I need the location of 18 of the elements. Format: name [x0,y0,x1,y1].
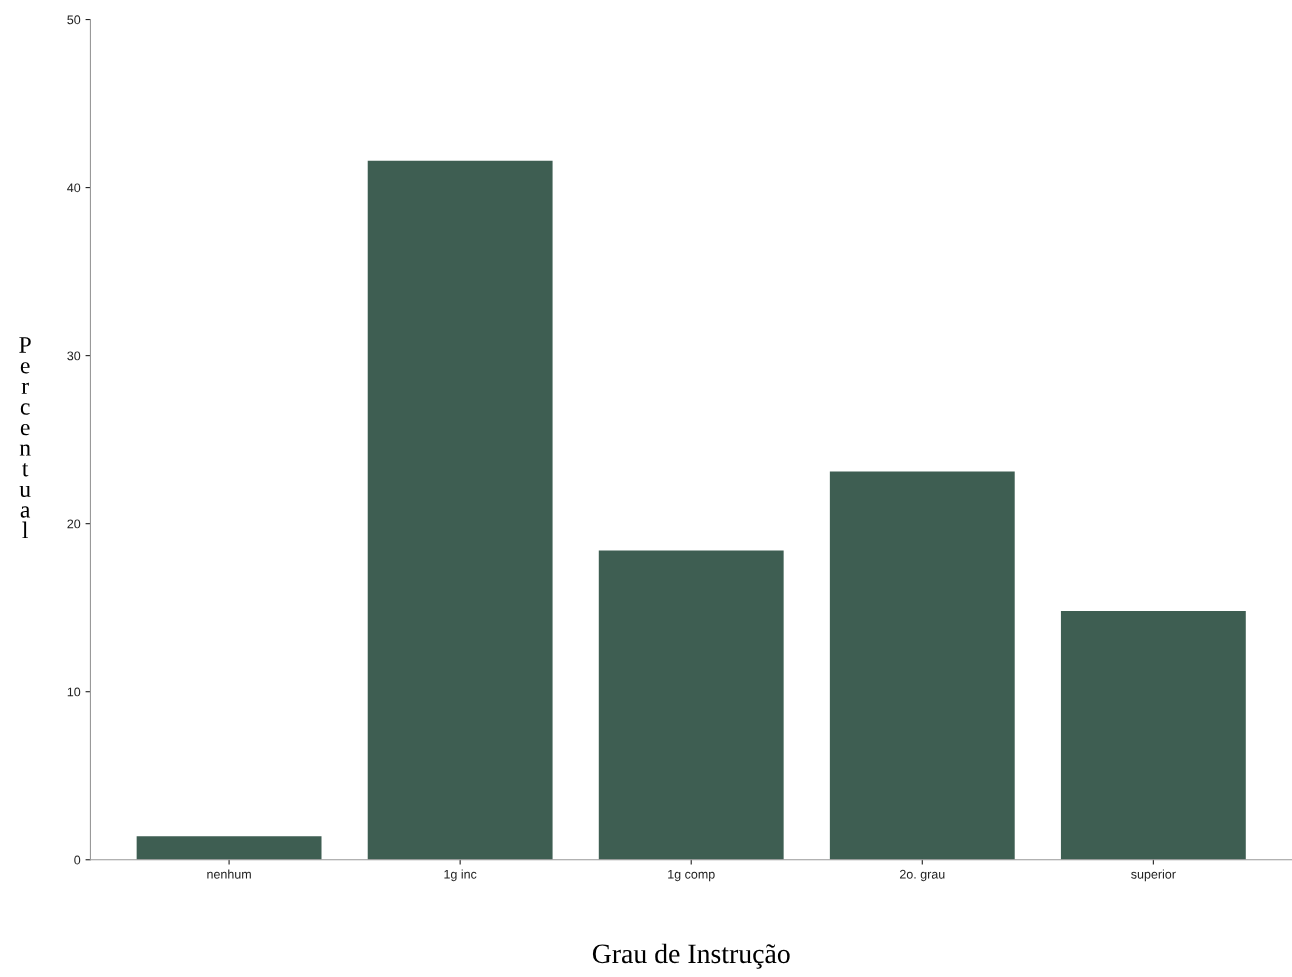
bar [829,471,1015,860]
y-tick-label: 40 [67,183,81,193]
x-tick-label: superior [1131,869,1176,882]
x-tick-label: 1g inc [444,869,477,882]
y-tick-label: 10 [67,687,81,697]
bar [598,550,784,860]
text: Percentual [19,337,31,538]
y-tick-label: 0 [74,855,81,865]
x-axis-title: Grau de Instrução [592,943,790,969]
x-tick-label: 2o. grau [899,869,945,882]
y-tick-label: 50 [67,15,81,25]
y-tick-label: 20 [67,519,81,529]
bar [1060,611,1246,860]
x-tick-label: 1g comp [668,869,715,882]
bar [367,160,553,860]
x-tick-label: nenhum [207,869,251,879]
bar [136,836,322,860]
y-tick-label: 30 [67,351,81,361]
